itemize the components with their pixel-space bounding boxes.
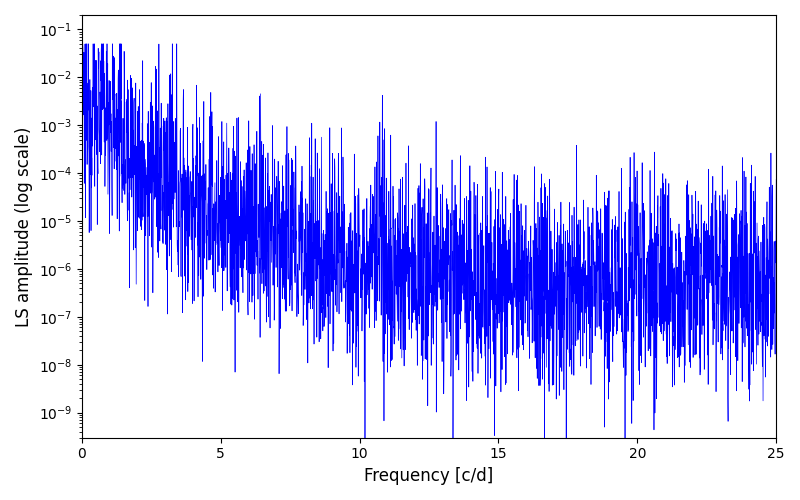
Y-axis label: LS amplitude (log scale): LS amplitude (log scale) — [15, 126, 33, 326]
X-axis label: Frequency [c/d]: Frequency [c/d] — [364, 467, 494, 485]
